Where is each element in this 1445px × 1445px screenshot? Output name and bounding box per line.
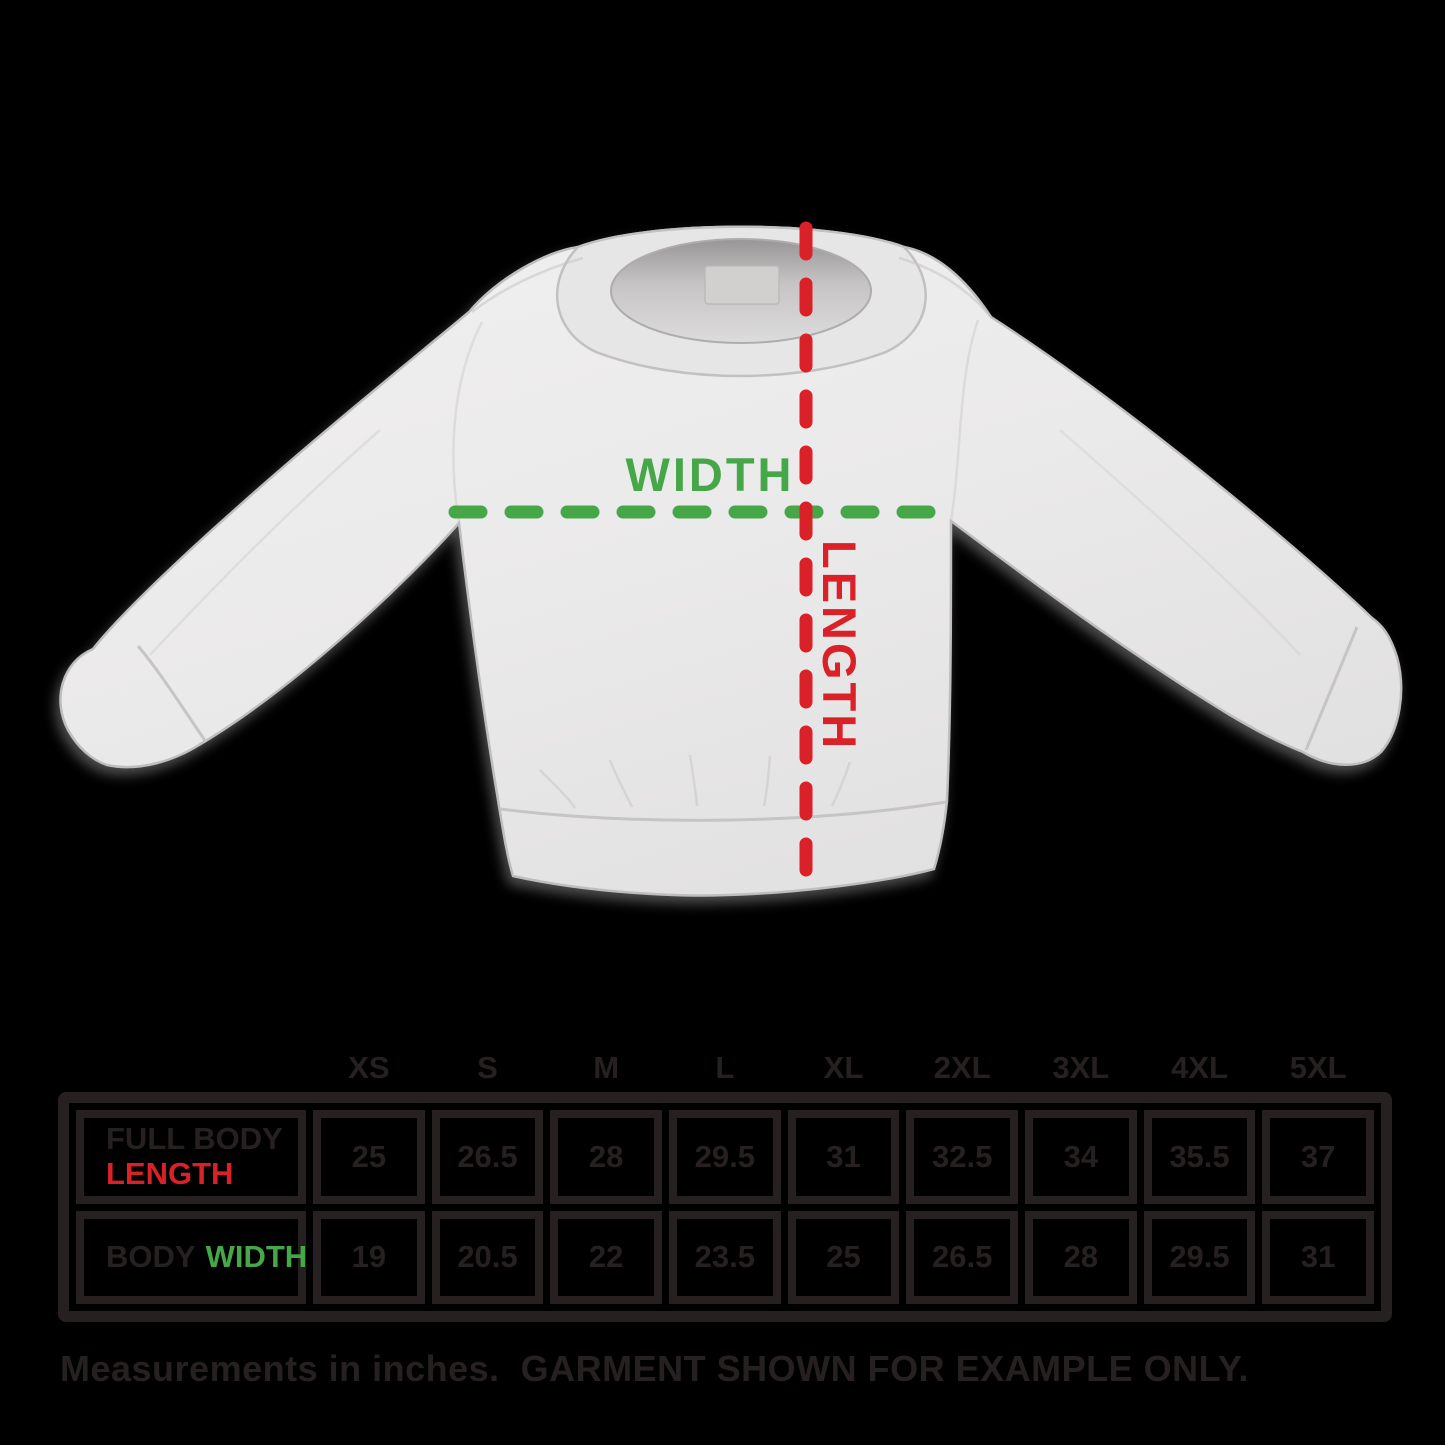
row-label-plain: FULL BODY bbox=[106, 1121, 283, 1157]
size-value-cell: 25 bbox=[787, 1210, 900, 1304]
size-col-header: 5XL bbox=[1289, 1050, 1347, 1085]
footer-note: Measurements in inches. GARMENT SHOWN FO… bbox=[60, 1348, 1249, 1389]
size-value-cell: 31 bbox=[787, 1110, 900, 1204]
row-label-colored: WIDTH bbox=[205, 1238, 308, 1274]
size-value-cell: 26.5 bbox=[906, 1210, 1018, 1304]
size-value-cell: 37 bbox=[1262, 1110, 1374, 1204]
size-value-cell: 34 bbox=[1024, 1110, 1137, 1204]
size-col-header: L bbox=[715, 1050, 735, 1085]
length-label: LENGTH bbox=[813, 540, 866, 752]
size-value-cell: 28 bbox=[550, 1110, 662, 1204]
collar-band bbox=[556, 225, 927, 378]
neck-label bbox=[704, 265, 780, 305]
row-label-plain: BODY bbox=[106, 1238, 196, 1274]
size-value-cell: 29.5 bbox=[1143, 1210, 1256, 1304]
size-value-cell: 31 bbox=[1262, 1210, 1374, 1304]
size-value-cell: 26.5 bbox=[431, 1110, 544, 1204]
neck-opening bbox=[610, 238, 872, 344]
size-value-cell: 28 bbox=[1024, 1210, 1137, 1304]
garment-seams bbox=[136, 256, 1359, 822]
size-col-header: S bbox=[477, 1050, 498, 1085]
size-col-header: XS bbox=[348, 1050, 390, 1085]
size-value-cell: 35.5 bbox=[1143, 1110, 1256, 1204]
size-header-row: XS S M L XL 2XL 3XL 4XL 5XL bbox=[76, 1044, 1374, 1086]
row-label-full-body-length: FULL BODY LENGTH bbox=[76, 1110, 306, 1204]
size-value-cell: 29.5 bbox=[668, 1110, 781, 1204]
size-col-header: 4XL bbox=[1171, 1050, 1228, 1085]
row-label-body-width: BODY WIDTH bbox=[76, 1210, 308, 1304]
size-col-header: M bbox=[593, 1050, 620, 1085]
size-value-cell: 20.5 bbox=[431, 1210, 544, 1304]
width-label: WIDTH bbox=[625, 448, 795, 501]
size-col-header: 2XL bbox=[933, 1050, 991, 1085]
size-col-header: XL bbox=[823, 1050, 864, 1085]
size-value-cell: 23.5 bbox=[668, 1210, 781, 1304]
size-col-header: 3XL bbox=[1052, 1050, 1110, 1085]
size-value-cell: 19 bbox=[313, 1210, 425, 1304]
size-chart-table: FULL BODY LENGTH 25 26.5 28 29.5 31 32.5… bbox=[58, 1092, 1392, 1322]
size-value-cell: 32.5 bbox=[906, 1110, 1018, 1204]
size-value-cell: 25 bbox=[313, 1110, 425, 1204]
row-label-colored: LENGTH bbox=[106, 1155, 234, 1191]
sweatshirt-body bbox=[59, 225, 1403, 897]
size-value-cell: 22 bbox=[550, 1210, 662, 1304]
